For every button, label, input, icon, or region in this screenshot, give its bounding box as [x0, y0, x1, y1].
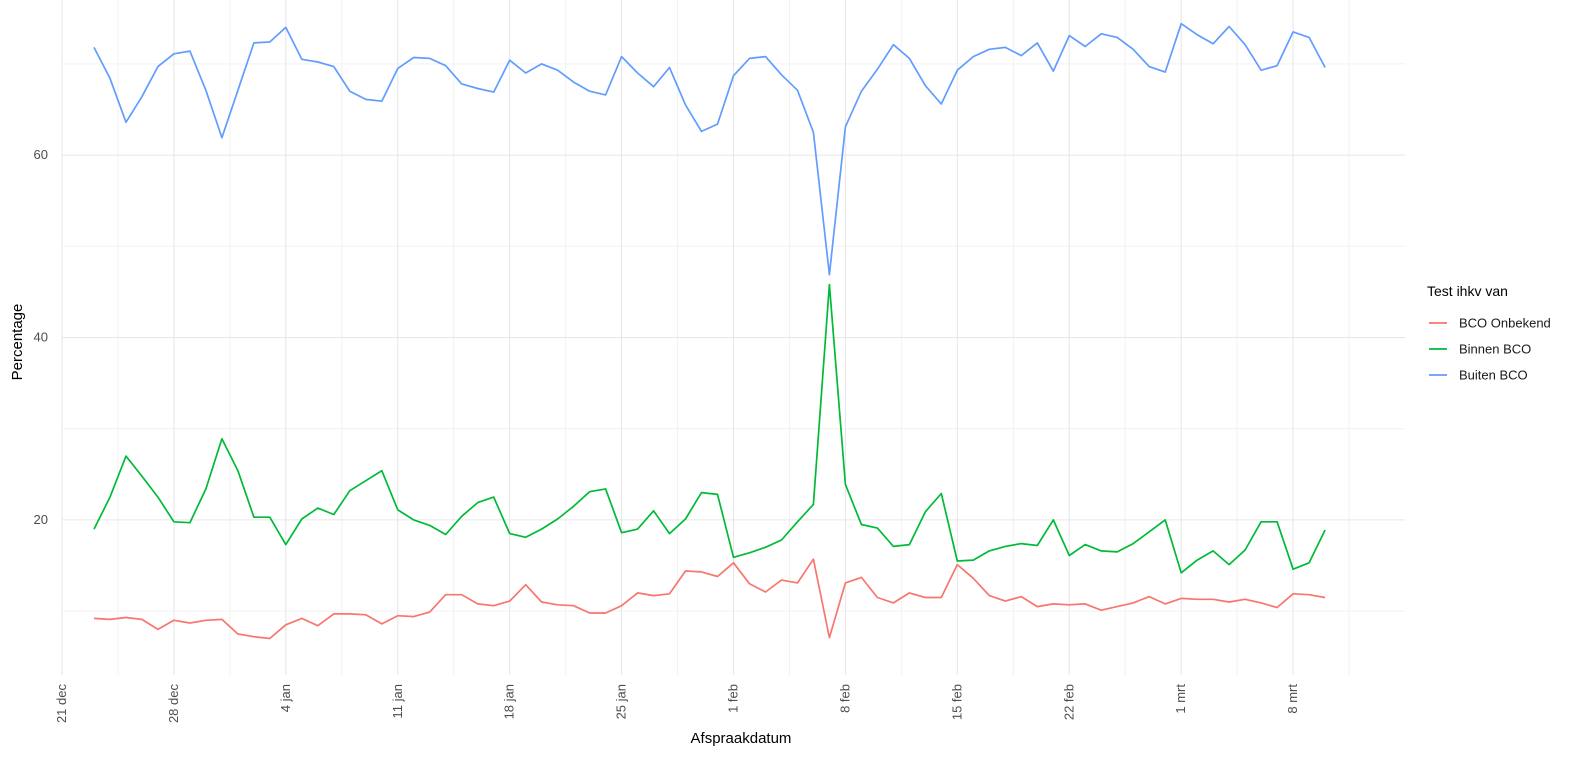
y-tick-label: 20 — [34, 512, 48, 527]
y-tick-label: 40 — [34, 330, 48, 345]
x-tick-label: 18 jan — [502, 684, 517, 719]
x-tick-label: 15 feb — [949, 684, 964, 720]
x-tick-label: 1 mrt — [1173, 684, 1188, 714]
legend-label-binnen-bco: Binnen BCO — [1459, 342, 1531, 357]
x-tick-label: 28 dec — [166, 684, 181, 724]
x-tick-label: 25 jan — [614, 684, 629, 719]
legend-label-bco-onbekend: BCO Onbekend — [1459, 316, 1551, 331]
x-axis-tick-labels: 21 dec 28 dec 4 jan 11 jan 18 jan 25 jan 1 feb… — [54, 684, 1300, 724]
x-tick-label: 21 dec — [54, 684, 69, 724]
x-tick-label: 22 feb — [1061, 684, 1076, 720]
x-axis-title: Afspraakdatum — [691, 730, 792, 747]
x-tick-label: 4 jan — [278, 684, 293, 712]
x-tick-label: 1 feb — [726, 684, 741, 713]
x-tick-label: 11 jan — [390, 684, 405, 718]
y-tick-label: 60 — [34, 147, 48, 162]
series-line-buiten-bco — [93, 22, 1326, 276]
series-line-binnen-bco — [93, 283, 1326, 574]
y-axis-tick-labels: 20 40 60 — [34, 147, 48, 527]
x-tick-label: 8 feb — [837, 684, 852, 713]
legend-label-buiten-bco: Buiten BCO — [1459, 368, 1528, 383]
legend-items: BCO Onbekend Binnen BCO Buiten BCO — [1429, 316, 1551, 383]
x-tick-label: 8 mrt — [1285, 684, 1300, 714]
y-axis-title: Percentage — [9, 304, 26, 381]
legend-title: Test ihkv van — [1427, 283, 1508, 299]
grid-lines — [61, 0, 1405, 675]
series-line-bco-onbekend — [93, 558, 1326, 640]
data-series — [93, 22, 1326, 640]
legend: Test ihkv van BCO Onbekend Binnen BCO Buit… — [1427, 283, 1551, 383]
